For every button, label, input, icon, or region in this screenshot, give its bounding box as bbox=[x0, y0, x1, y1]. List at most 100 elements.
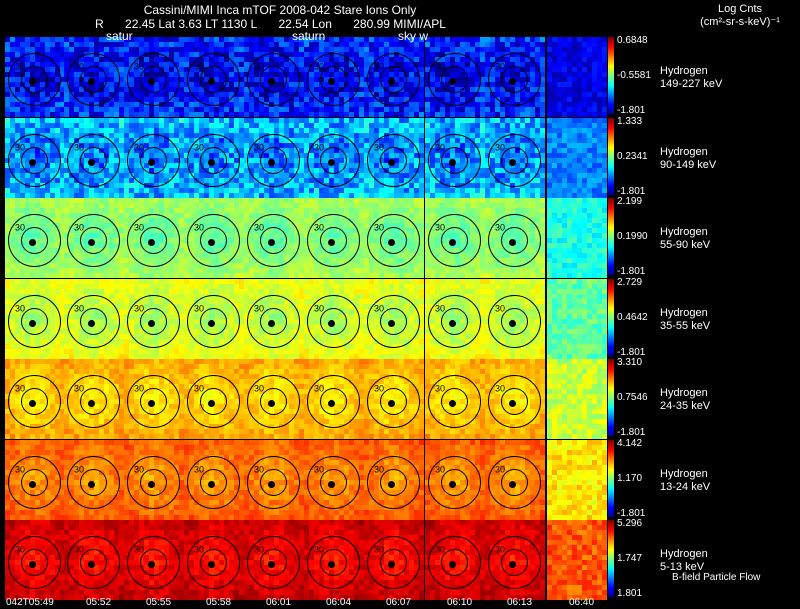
pixel bbox=[15, 112, 20, 117]
pixel bbox=[557, 143, 562, 148]
pixel bbox=[234, 263, 239, 268]
pixel bbox=[179, 218, 184, 223]
pixel bbox=[20, 148, 25, 153]
pixel bbox=[597, 37, 602, 42]
pixel bbox=[20, 97, 25, 102]
pixel bbox=[515, 42, 520, 47]
pixel bbox=[224, 223, 229, 228]
pixel bbox=[592, 57, 597, 62]
pixel bbox=[139, 208, 144, 213]
pixel bbox=[535, 102, 540, 107]
pixel bbox=[577, 183, 582, 188]
pixel bbox=[15, 198, 20, 203]
pixel bbox=[577, 107, 582, 112]
pixel bbox=[359, 153, 364, 158]
pixel bbox=[244, 72, 249, 77]
pixel bbox=[69, 77, 74, 82]
pixel bbox=[60, 203, 65, 208]
pixel bbox=[515, 188, 520, 193]
pixel bbox=[299, 57, 304, 62]
pixel bbox=[520, 163, 525, 168]
pixel bbox=[344, 178, 349, 183]
pixel bbox=[214, 37, 219, 42]
pixel bbox=[89, 57, 94, 62]
colorbar-step bbox=[608, 38, 614, 40]
pixel bbox=[199, 218, 204, 223]
pixel bbox=[214, 62, 219, 67]
pixel bbox=[379, 37, 384, 42]
pixel bbox=[592, 37, 597, 42]
pixel bbox=[435, 62, 440, 67]
pixel bbox=[460, 128, 465, 133]
pixel bbox=[572, 193, 577, 198]
pixel bbox=[520, 128, 525, 133]
pixel bbox=[577, 193, 582, 198]
pixel bbox=[445, 118, 450, 123]
pixel bbox=[94, 273, 99, 278]
pixel bbox=[159, 97, 164, 102]
pixel bbox=[154, 258, 159, 263]
pixel bbox=[239, 263, 244, 268]
pixel bbox=[224, 112, 229, 117]
pixel bbox=[154, 223, 159, 228]
pixel bbox=[139, 133, 144, 138]
pixel bbox=[229, 143, 234, 148]
pixel bbox=[289, 67, 294, 72]
pixel bbox=[409, 102, 414, 107]
pixel bbox=[5, 243, 10, 248]
pixel bbox=[465, 87, 470, 92]
saturn-marker bbox=[29, 78, 36, 85]
pixel bbox=[104, 133, 109, 138]
pixel bbox=[520, 123, 525, 128]
ring-label-30: 30 bbox=[194, 223, 204, 233]
pixel bbox=[445, 123, 450, 128]
pixel bbox=[324, 138, 329, 143]
pixel bbox=[129, 102, 134, 107]
pixel bbox=[309, 102, 314, 107]
pixel bbox=[40, 128, 45, 133]
pixel bbox=[279, 107, 284, 112]
pixel bbox=[525, 72, 530, 77]
pixel bbox=[404, 62, 409, 67]
pixel bbox=[164, 97, 169, 102]
pixel bbox=[184, 168, 189, 173]
pixel bbox=[114, 118, 119, 123]
pixel bbox=[547, 168, 552, 173]
pixel bbox=[249, 123, 254, 128]
pixel bbox=[194, 62, 199, 67]
pixel bbox=[60, 97, 65, 102]
pixel bbox=[435, 87, 440, 92]
pixel bbox=[129, 193, 134, 198]
pixel bbox=[547, 118, 552, 123]
pixel bbox=[45, 228, 50, 233]
pixel bbox=[174, 198, 179, 203]
pixel bbox=[99, 203, 104, 208]
pixel bbox=[587, 97, 592, 102]
pixel bbox=[259, 183, 264, 188]
pixel bbox=[164, 273, 169, 278]
pixel bbox=[25, 77, 30, 82]
pixel bbox=[84, 188, 89, 193]
pixel bbox=[189, 263, 194, 268]
pixel bbox=[55, 253, 60, 258]
pixel bbox=[159, 47, 164, 52]
pixel bbox=[389, 72, 394, 77]
pixel bbox=[425, 37, 430, 42]
pixel bbox=[64, 178, 69, 183]
pixel bbox=[577, 77, 582, 82]
pixel bbox=[174, 107, 179, 112]
pixel bbox=[129, 168, 134, 173]
pixel bbox=[229, 158, 234, 163]
pixel bbox=[354, 67, 359, 72]
pixel bbox=[30, 193, 35, 198]
pixel bbox=[104, 208, 109, 213]
pixel bbox=[480, 87, 485, 92]
pixel bbox=[144, 238, 149, 243]
pixel bbox=[384, 82, 389, 87]
pixel bbox=[279, 208, 284, 213]
pixel bbox=[89, 37, 94, 42]
pixel bbox=[154, 112, 159, 117]
pixel bbox=[169, 42, 174, 47]
pixel bbox=[159, 158, 164, 163]
pixel bbox=[40, 273, 45, 278]
